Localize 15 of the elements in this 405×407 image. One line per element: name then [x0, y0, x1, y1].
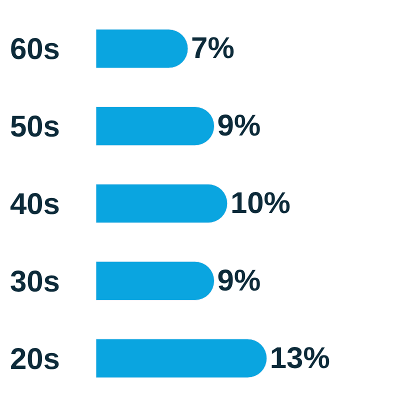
data-label: 10%: [230, 187, 290, 220]
bar: [96, 29, 188, 68]
y-tick-label: 20s: [10, 342, 60, 376]
data-label: 13%: [270, 342, 330, 375]
y-tick-label: 50s: [10, 110, 60, 144]
bar: [96, 338, 268, 378]
data-label: 7%: [191, 32, 234, 66]
data-label: 9%: [217, 264, 261, 298]
y-tick-label: 40s: [10, 188, 60, 221]
y-tick-label: 30s: [10, 265, 60, 298]
bar: [96, 184, 228, 224]
data-label: 9%: [217, 110, 261, 143]
y-tick-label: 60s: [10, 33, 60, 66]
bar: [96, 261, 215, 300]
bar: [96, 106, 215, 146]
